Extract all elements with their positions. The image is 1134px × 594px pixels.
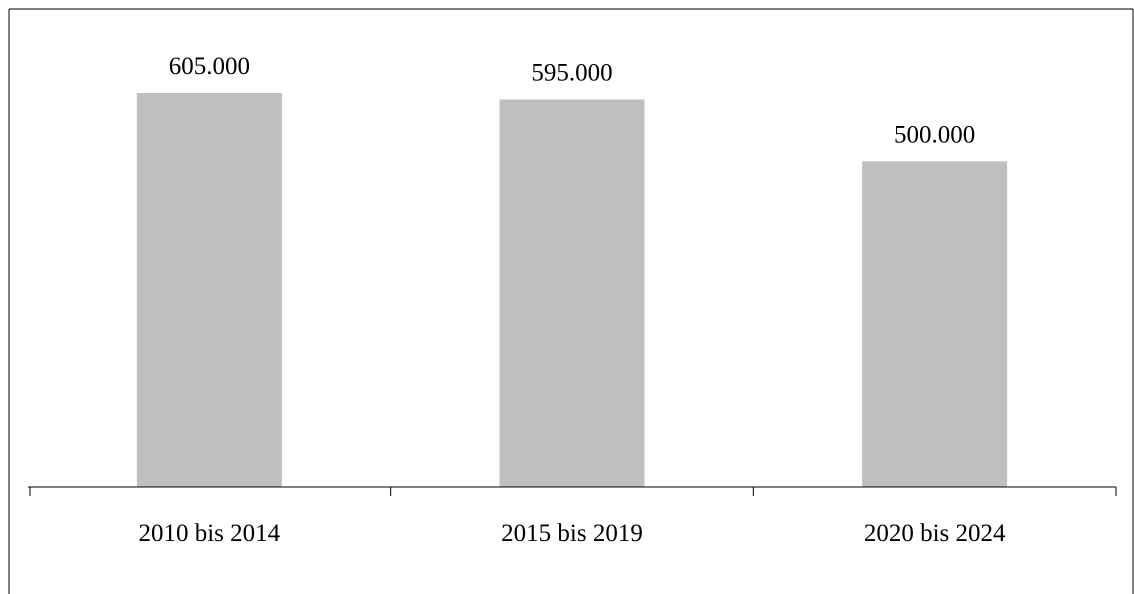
data-label: 595.000 [531, 60, 612, 87]
bar [862, 161, 1008, 487]
data-label: 605.000 [169, 53, 250, 80]
data-label: 500.000 [894, 121, 975, 148]
bar [499, 99, 645, 488]
x-tick-label: 2010 bis 2014 [138, 520, 280, 547]
x-tick-label: 2020 bis 2024 [864, 520, 1006, 547]
bars-group [136, 93, 1008, 488]
x-tick-label: 2015 bis 2019 [501, 520, 643, 547]
x-tick-labels-group: 2010 bis 2014 2015 bis 2019 2020 bis 2024 [138, 520, 1006, 547]
bar [136, 93, 282, 487]
data-labels-group: 605.000 595.000 500.000 [169, 53, 976, 148]
x-axis-ticks [29, 487, 1117, 496]
